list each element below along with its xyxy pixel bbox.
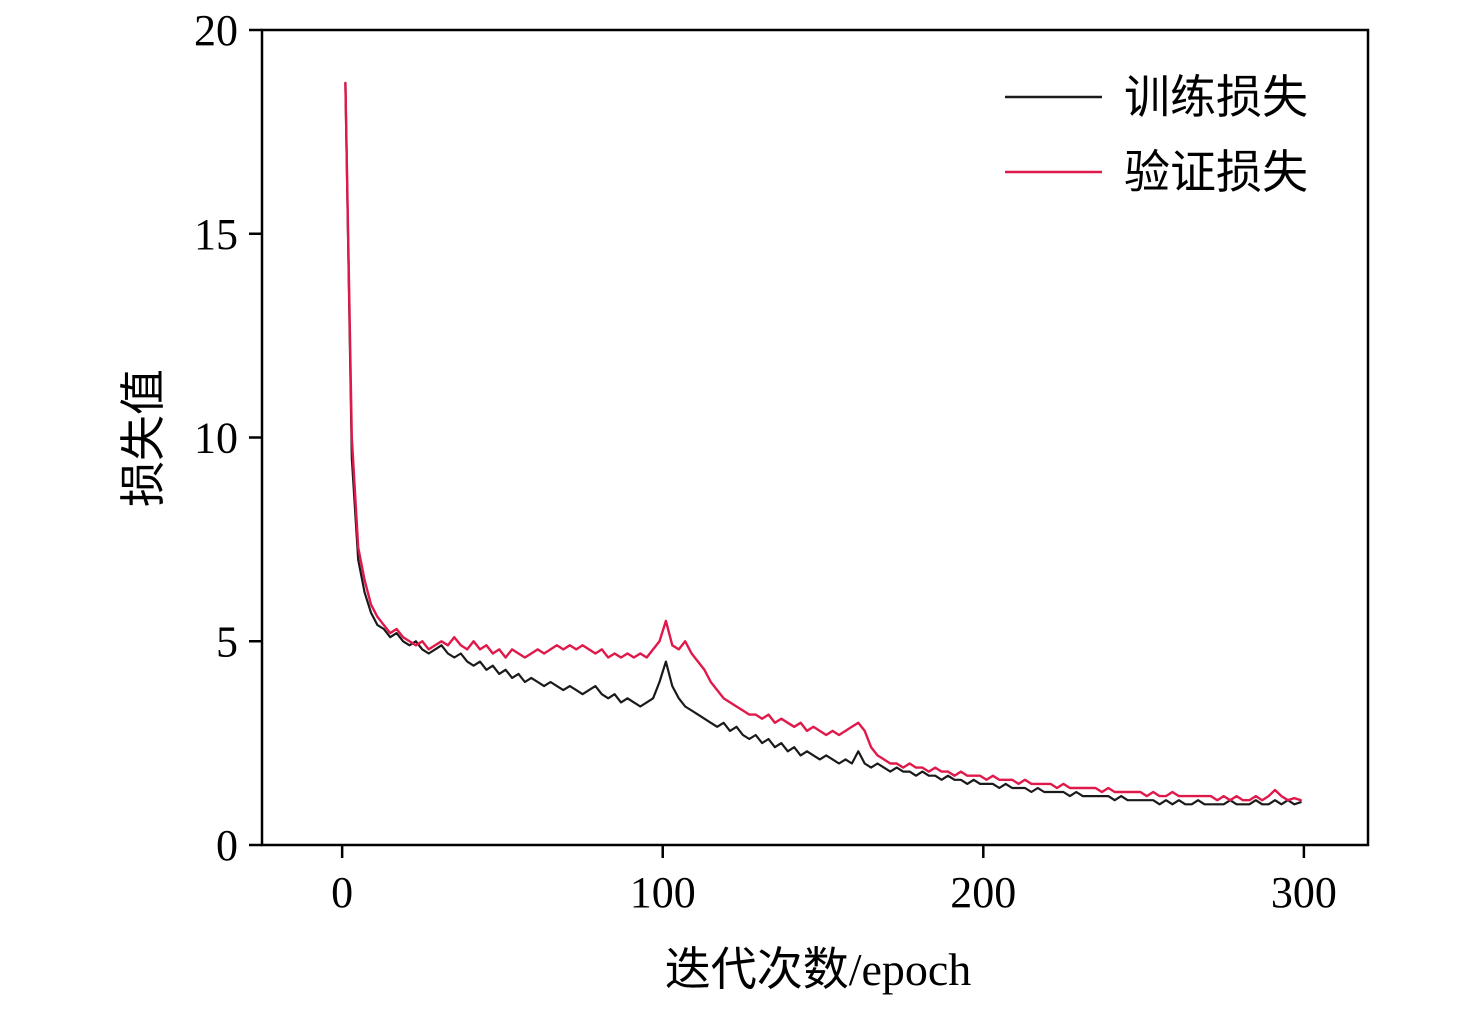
y-axis-label: 损失值 (118, 369, 169, 507)
x-axis-label: 迭代次数/epoch (664, 944, 972, 995)
series-line-1 (344, 81, 1302, 802)
y-tick-label: 15 (194, 210, 238, 259)
x-tick-label: 100 (630, 868, 696, 917)
series-line-0 (344, 81, 1302, 806)
x-tick-label: 0 (331, 868, 353, 917)
y-tick-label: 5 (216, 617, 238, 666)
y-tick-label: 10 (194, 414, 238, 463)
legend-label-1: 验证损失 (1124, 147, 1308, 198)
x-tick-label: 300 (1271, 868, 1337, 917)
y-tick-label: 20 (194, 6, 238, 55)
y-tick-label: 0 (216, 821, 238, 870)
legend-label-0: 训练损失 (1124, 72, 1308, 123)
x-tick-label: 200 (950, 868, 1016, 917)
